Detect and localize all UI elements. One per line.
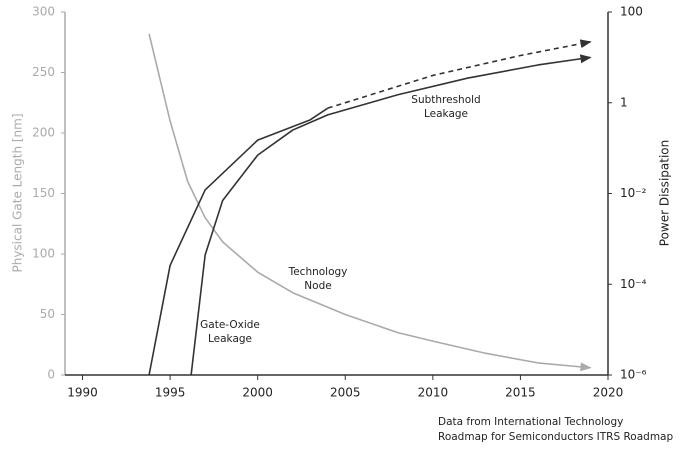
y2-tick-label: 1 [620,95,628,109]
y-tick-label: 300 [32,5,55,19]
series-line [190,54,592,376]
annotation: Gate-Oxide [200,319,260,331]
y-tick-label: 100 [32,247,55,261]
y2-axis-label: Power Dissipation [658,140,672,246]
y-tick-label: 50 [40,307,55,321]
y-tick-label: 250 [32,65,55,79]
annotation: Leakage [424,108,468,120]
y2-tick-label: 100 [620,5,643,19]
annotation: Node [304,280,331,292]
annotation: Technology [288,266,348,278]
y-tick-label: 150 [32,186,55,200]
source-note: Roadmap for Semiconductors ITRS Roadmap [438,431,673,443]
x-tick-label: 2005 [330,386,361,400]
series-line [148,33,592,372]
x-tick-label: 2010 [418,386,449,400]
x-tick-label: 2015 [505,386,536,400]
y-tick-label: 200 [32,126,55,140]
x-tick-label: 2000 [242,386,273,400]
y-tick-label: 0 [47,368,55,382]
y2-tick-label: 10⁻⁶ [620,368,647,382]
series-line [327,39,592,109]
x-tick-label: 2020 [593,386,624,400]
x-tick-label: 1995 [155,386,186,400]
x-tick-label: 1990 [67,386,98,400]
y2-tick-label: 10⁻⁴ [620,277,647,291]
annotation: Subthreshold [411,94,480,106]
source-note: Data from International Technology [438,416,623,428]
series-line [148,107,329,376]
annotation: Leakage [208,333,252,345]
y2-tick-label: 10⁻² [620,186,647,200]
y-axis-label: Physical Gate Length [nm] [11,113,25,272]
